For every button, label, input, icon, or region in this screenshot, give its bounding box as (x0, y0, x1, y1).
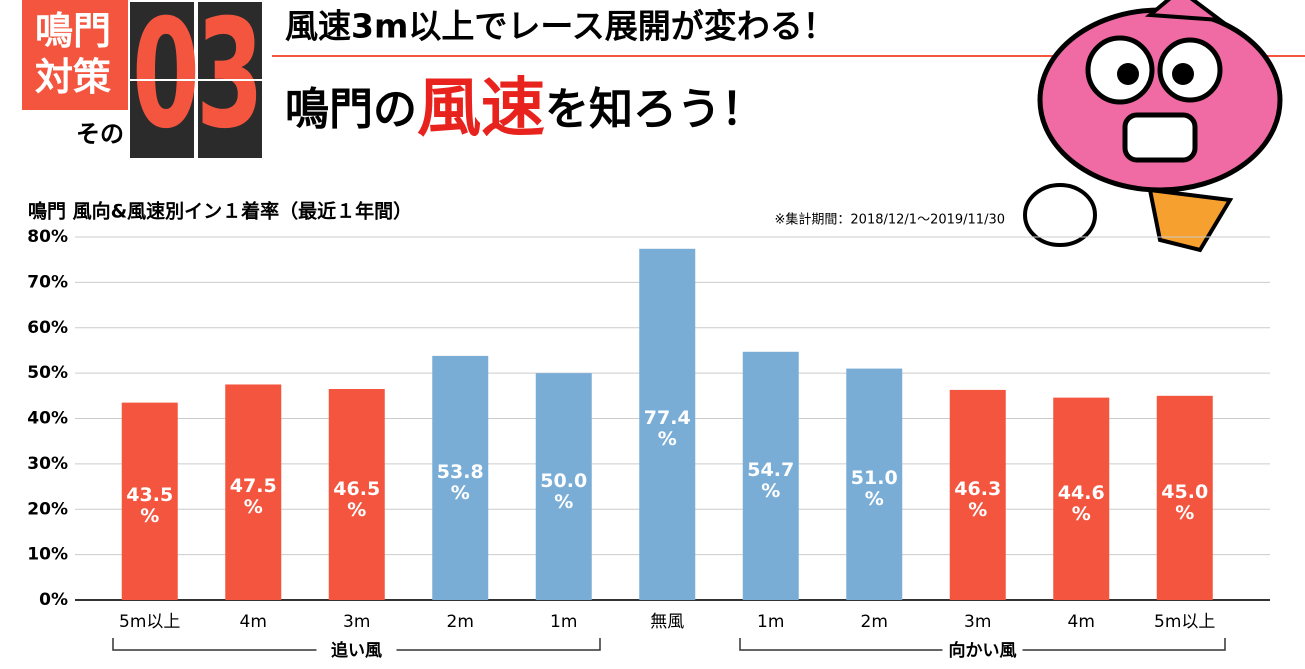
y-tick-label: 60% (27, 318, 68, 338)
bar (742, 351, 799, 600)
x-tick-label: 2m (861, 612, 888, 632)
headline2-a: 鳴門の (285, 84, 417, 135)
x-tick-label: 4m (1068, 612, 1095, 632)
number: 03 (132, 0, 260, 162)
bar (949, 389, 1006, 600)
bar (432, 355, 489, 600)
x-tick-label: 5m以上 (119, 612, 180, 632)
value-label: 54.7 % (747, 458, 795, 502)
y-tick-label: 30% (27, 454, 68, 474)
headline2-c: を知ろう！ (545, 84, 765, 135)
group-label-bg (942, 640, 1023, 662)
bar (121, 402, 178, 600)
bar (1053, 397, 1110, 600)
x-tick-label: 5m以上 (1154, 612, 1215, 632)
bar (328, 389, 385, 600)
y-tick-label: 50% (27, 363, 68, 383)
bar (1156, 395, 1213, 600)
group-label: 向かい風 (949, 640, 1017, 661)
badge (22, 0, 128, 110)
chart-title: 鳴門 風向&風速別イン１着率（最近１年間） (28, 200, 412, 223)
x-tick-label: 1m (757, 612, 784, 632)
note: ※集計期間：2018/12/1～2019/11/30 (775, 212, 1005, 228)
value-label: 50.0 % (540, 469, 588, 513)
headline1: 風速3m以上でレース展開が変わる！ (285, 7, 836, 46)
bar (535, 373, 592, 600)
group-label-bg (316, 640, 397, 662)
x-tick-label: 4m (240, 612, 267, 632)
x-tick-label: 3m (964, 612, 991, 632)
sono: その (76, 120, 124, 148)
value-label: 46.3 % (954, 477, 1002, 521)
y-tick-label: 70% (27, 272, 68, 292)
y-tick-label: 0% (39, 590, 68, 610)
value-label: 45.0 % (1161, 480, 1209, 524)
value-label: 51.0 % (850, 467, 898, 511)
bar (846, 368, 903, 600)
mascot (1023, 0, 1283, 253)
x-tick-label: 1m (550, 612, 577, 632)
x-tick-label: 無風 (650, 612, 684, 632)
y-tick-label: 40% (27, 409, 68, 429)
headline2-b: 風速 (417, 72, 545, 146)
y-tick-label: 80% (27, 227, 68, 247)
group-label: 追い風 (331, 640, 382, 661)
x-tick-label: 2m (447, 612, 474, 632)
value-label: 47.5 % (229, 475, 277, 519)
value-label: 44.6 % (1057, 481, 1105, 525)
value-label: 53.8 % (436, 460, 484, 504)
value-label: 46.5 % (333, 477, 381, 521)
headline2: 鳴門の風速を知ろう！ (285, 72, 765, 146)
value-label: 43.5 % (126, 484, 174, 528)
badge-text: 鳴門対策 (35, 9, 112, 99)
badge-box: 鳴門対策 (35, 9, 112, 99)
bar (225, 384, 282, 600)
y-tick-label: 20% (27, 499, 68, 519)
x-tick-label: 3m (343, 612, 370, 632)
value-label: 77.4 % (643, 407, 691, 451)
bar (639, 248, 696, 601)
y-tick-label: 10% (27, 545, 68, 565)
